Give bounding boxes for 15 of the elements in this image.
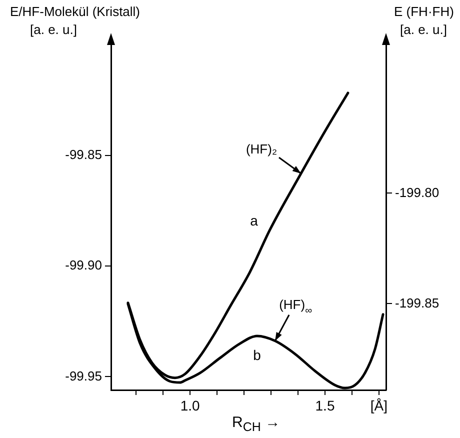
y-tick-label: -99.95 — [65, 368, 102, 384]
x-tick-label: [Å] — [370, 397, 388, 414]
y2-tick-label: -199.85 — [395, 295, 440, 310]
annotation: (HF)₂ — [246, 141, 278, 156]
x-axis-title: R$_{CH}$ → — [232, 414, 280, 436]
y-tick-label: -99.90 — [65, 258, 102, 273]
y2-axis-title: E (FH·FH) [a. e. u.] — [394, 4, 454, 37]
series-label: a — [250, 212, 258, 229]
y2-tick-label: -199.80 — [395, 184, 440, 200]
series-label: b — [253, 347, 262, 364]
x-tick-label: 1.0 — [180, 397, 200, 414]
x-tick-label: 1.5 — [315, 397, 335, 414]
y-tick-label: -99.85 — [65, 147, 102, 162]
annotation: (HF)∞ — [279, 296, 312, 316]
y-axis-title: E/HF-Molekül (Kristall) [a. e. u.] — [10, 4, 140, 37]
